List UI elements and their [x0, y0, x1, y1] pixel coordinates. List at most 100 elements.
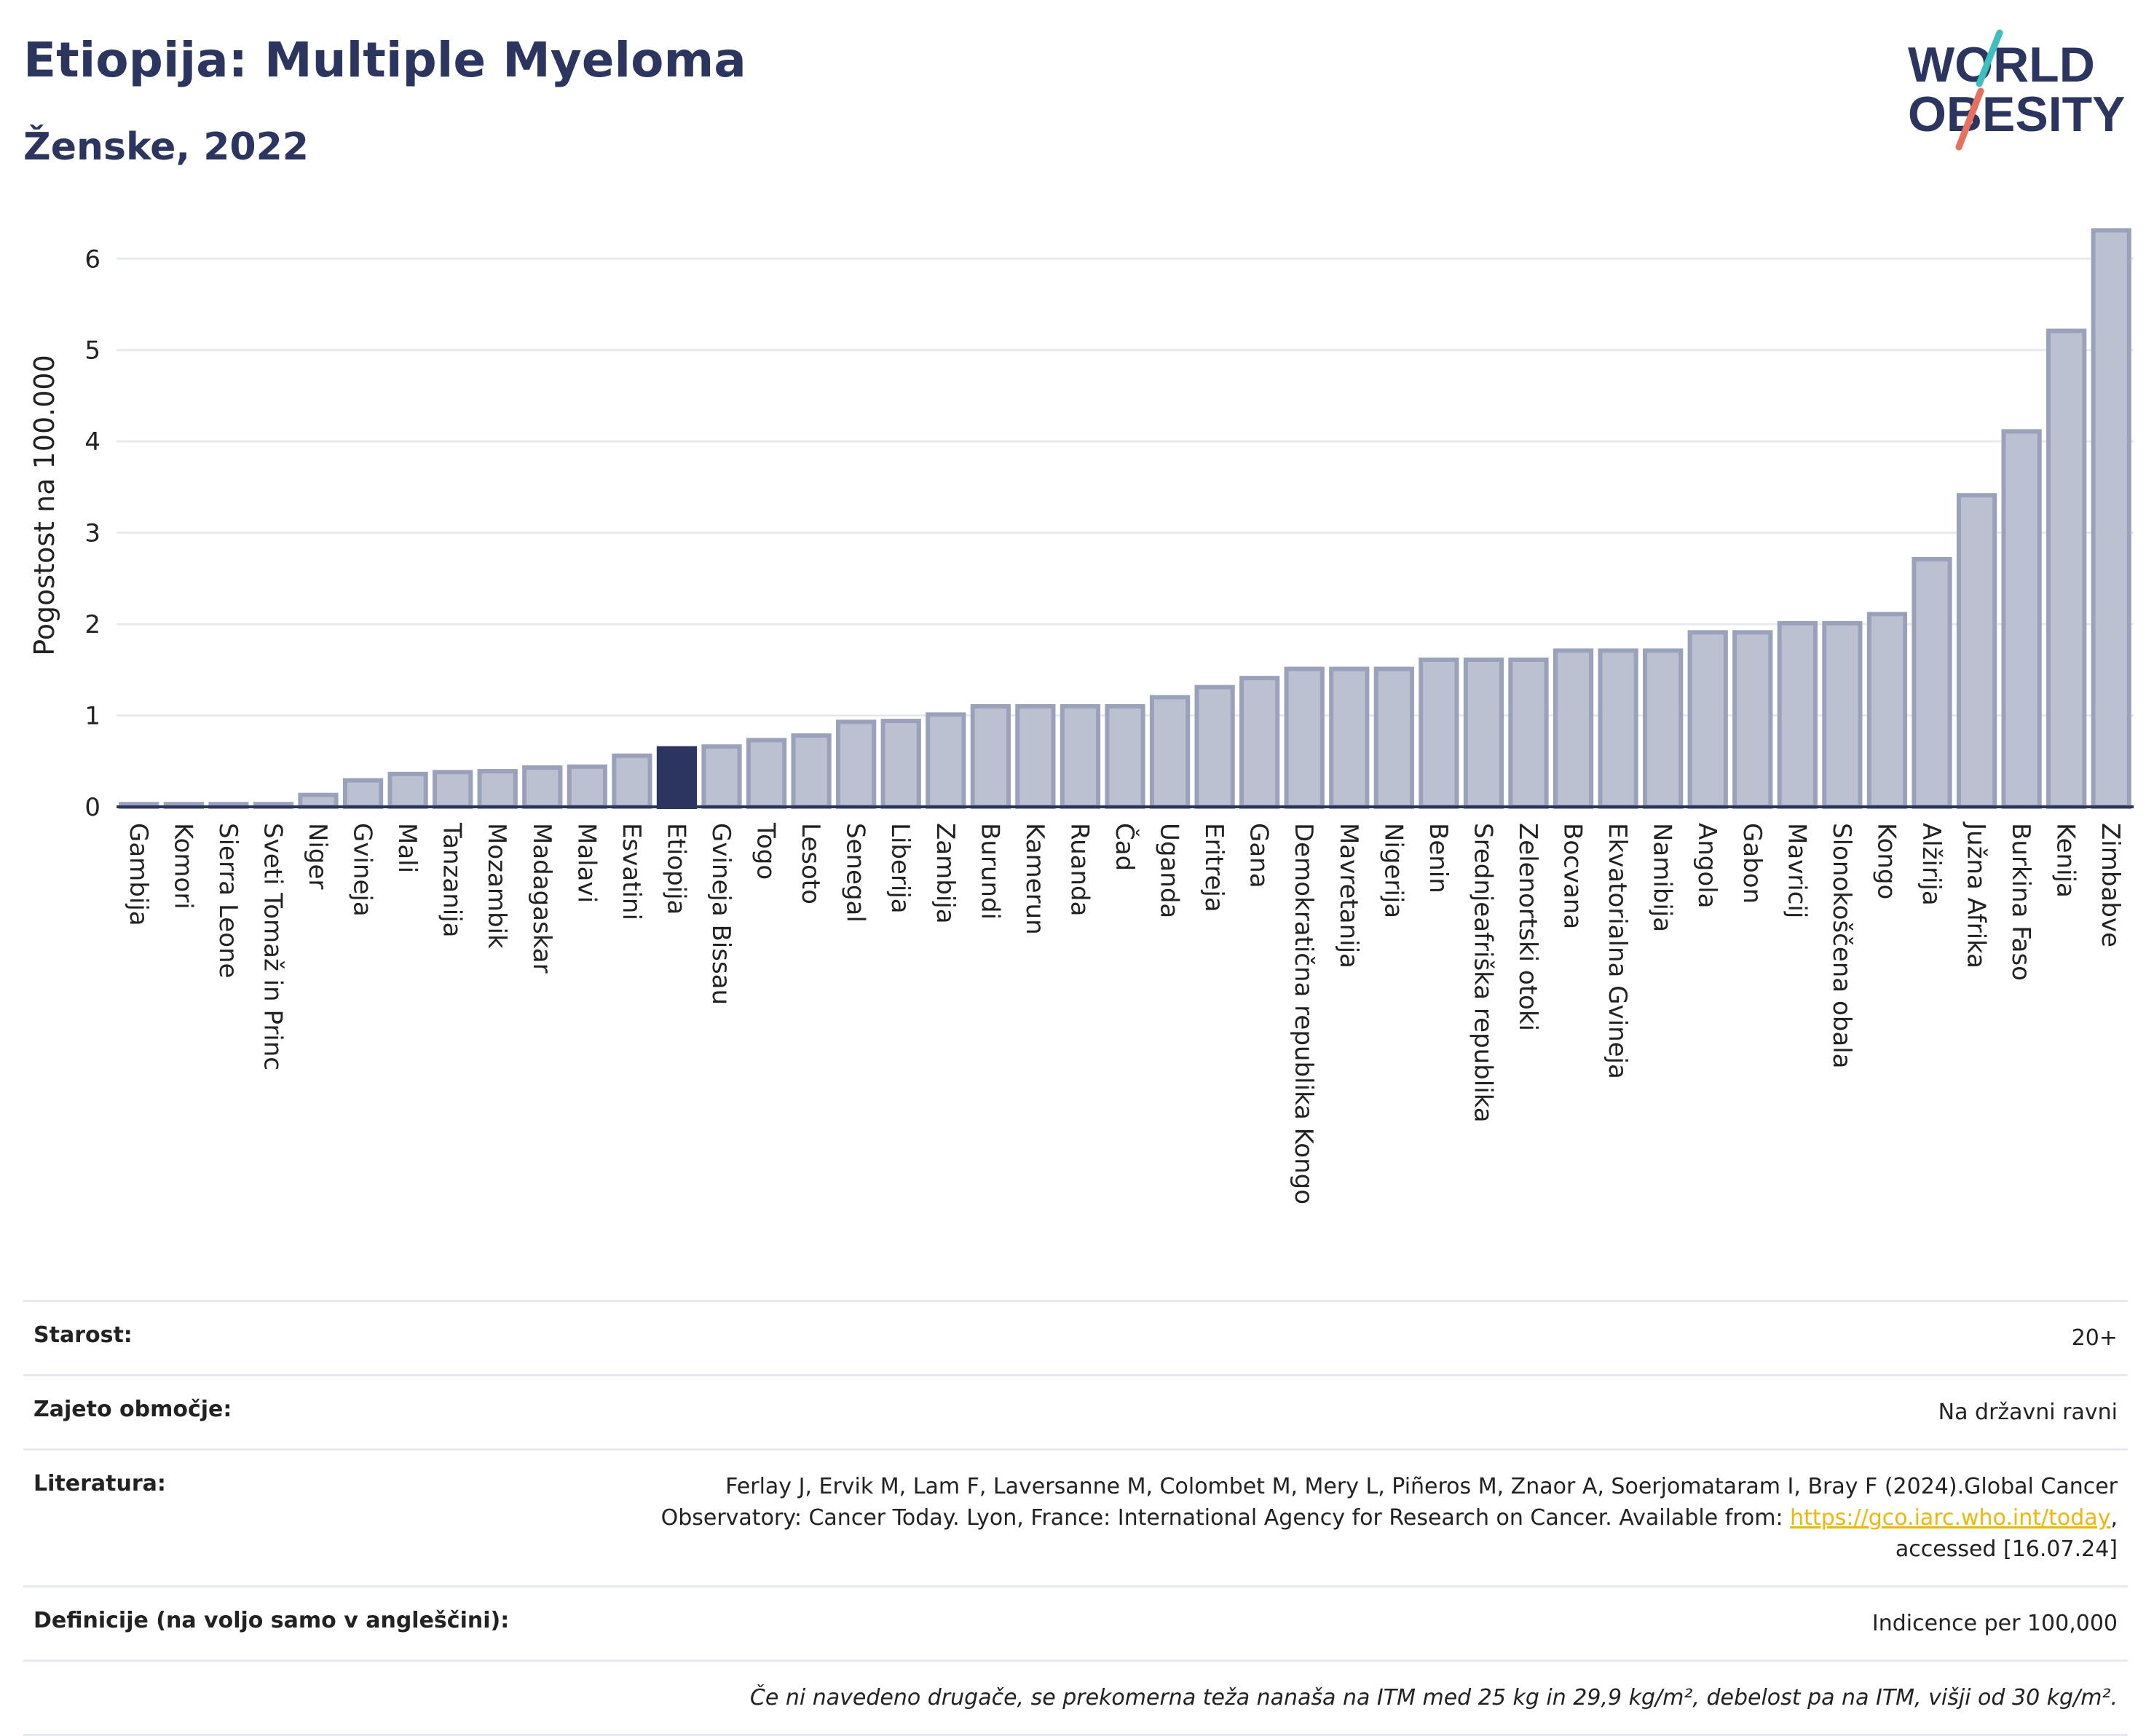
- bar[interactable]: [387, 771, 428, 809]
- bar[interactable]: [1015, 704, 1056, 809]
- bar[interactable]: [1329, 666, 1370, 810]
- bar[interactable]: [1866, 612, 1908, 809]
- bar[interactable]: [1687, 630, 1728, 810]
- x-tick-label: Bocvana: [1558, 823, 1587, 929]
- page-title: Etiopija: Multiple Myeloma: [23, 32, 746, 88]
- bar[interactable]: [1463, 658, 1504, 809]
- literature-link[interactable]: https://gco.iarc.who.int/today: [1790, 1505, 2111, 1531]
- y-tick-label: 3: [84, 519, 100, 548]
- bar[interactable]: [477, 769, 518, 810]
- bar[interactable]: [1956, 493, 1997, 809]
- bar[interactable]: [433, 770, 473, 809]
- bar[interactable]: [791, 733, 832, 809]
- logo-text-world: WORLD: [1908, 37, 2095, 92]
- x-tick-label: Južna Afrika: [1962, 821, 1991, 968]
- bar[interactable]: [1508, 658, 1549, 809]
- definitions-label: Definicije (na voljo samo v angleščini):: [33, 1608, 510, 1633]
- bar[interactable]: [567, 764, 607, 810]
- bar[interactable]: [1732, 630, 1773, 810]
- y-tick-label: 5: [84, 336, 100, 366]
- info-row-literature: Literatura: Ferlay J, Ervik M, Lam F, La…: [23, 1448, 2128, 1585]
- info-table: Starost: 20+ Zajeto območje: Na državni …: [23, 1300, 2128, 1736]
- x-tick-label: Demokratična republika Kongo: [1289, 823, 1318, 1204]
- x-tick-label: Esvatini: [617, 823, 646, 920]
- definitions-value: Indicence per 100,000: [1871, 1611, 2118, 1636]
- x-tick-label: Senegal: [841, 823, 870, 923]
- x-tick-label: Kamerun: [1020, 823, 1049, 935]
- x-tick-label: Sveti Tomaž in Princ: [258, 823, 287, 1070]
- bar[interactable]: [1643, 648, 1684, 809]
- x-tick-label: Nigerija: [1378, 823, 1408, 918]
- x-tick-label: Komori: [168, 823, 197, 910]
- bar[interactable]: [2001, 429, 2042, 809]
- literature-value: Ferlay J, Ervik M, Lam F, Laversanne M, …: [588, 1471, 2118, 1565]
- bar[interactable]: [1194, 684, 1235, 809]
- bar[interactable]: [2046, 328, 2087, 809]
- x-tick-label: Mavricij: [1782, 823, 1811, 918]
- literature-label: Literatura:: [33, 1471, 166, 1496]
- bar[interactable]: [342, 778, 384, 809]
- x-tick-label: Madagaskar: [527, 823, 556, 974]
- info-row-area: Zajeto območje: Na državni ravni: [23, 1374, 2128, 1448]
- bar[interactable]: [701, 744, 742, 809]
- bar-chart: 0 1 2 3 4 5 6 Pogostost na 100.000 Gambija Komori…: [28, 228, 2134, 1204]
- y-axis-label: Pogostost na 100.000: [28, 355, 60, 656]
- y-tick-label: 4: [84, 427, 100, 457]
- x-tick-label: Zimbabve: [2096, 823, 2125, 947]
- age-label: Starost:: [33, 1322, 133, 1348]
- bar[interactable]: [1822, 620, 1863, 809]
- x-tick-label: Liberija: [885, 823, 915, 914]
- bar[interactable]: [1105, 704, 1145, 809]
- y-tick-label: 6: [84, 245, 100, 274]
- x-tick-label: Čad: [1110, 823, 1140, 871]
- footnote: Če ni navedeno drugače, se prekomerna te…: [749, 1685, 2118, 1711]
- literature-text: Ferlay J, Ervik M, Lam F, Laversanne M, …: [660, 1474, 2118, 1531]
- world-obesity-logo: WORLD OBESITY: [1908, 29, 2126, 151]
- bar[interactable]: [1419, 658, 1459, 809]
- info-row-note: Če ni navedeno drugače, se prekomerna te…: [23, 1660, 2128, 1736]
- x-tick-label: Burundi: [975, 823, 1004, 920]
- bar[interactable]: [746, 738, 787, 809]
- x-tick-label: Alžirija: [1917, 823, 1946, 906]
- bar[interactable]: [298, 792, 339, 810]
- bar[interactable]: [926, 712, 966, 809]
- x-tick-label: Kenija: [2051, 823, 2080, 898]
- x-tick-label: Uganda: [1155, 823, 1184, 918]
- bar[interactable]: [612, 753, 652, 810]
- x-tick-label: Togo: [751, 822, 781, 880]
- bar[interactable]: [880, 719, 921, 810]
- bar[interactable]: [1284, 666, 1325, 810]
- logo-slash-teal: [1976, 29, 2003, 87]
- bar[interactable]: [1777, 620, 1818, 809]
- bar[interactable]: [1598, 648, 1638, 809]
- y-tick-label: 0: [84, 793, 100, 822]
- x-tick-label: Mozambik: [482, 823, 511, 949]
- x-tick-label: Eritreja: [1199, 823, 1228, 912]
- bar[interactable]: [970, 704, 1011, 809]
- x-tick-label: Etiopija: [661, 823, 690, 915]
- x-tick-label: Mavretanija: [1334, 823, 1363, 968]
- area-label: Zajeto območje:: [33, 1397, 232, 1422]
- x-tick-label: Mali: [392, 823, 422, 873]
- x-tick-label: Burkina Faso: [2006, 823, 2035, 981]
- literature-accessed: , accessed [16.07.24]: [1895, 1505, 2118, 1562]
- x-tick-label: Lesoto: [796, 823, 825, 904]
- y-tick-label: 2: [84, 610, 100, 639]
- x-tick-label: Sierra Leone: [213, 823, 242, 978]
- bar[interactable]: [2091, 228, 2131, 809]
- bar[interactable]: [656, 746, 698, 810]
- page-subtitle: Ženske, 2022: [23, 125, 309, 169]
- bar[interactable]: [1239, 676, 1280, 809]
- bar[interactable]: [836, 719, 877, 809]
- x-tick-label: Gvineja Bissau: [706, 823, 735, 1005]
- x-tick-label: Angola: [1692, 823, 1721, 908]
- bar[interactable]: [1912, 557, 1952, 809]
- x-tick-label: Gvineja: [348, 823, 377, 917]
- x-tick-label: Gabon: [1737, 823, 1767, 904]
- bar[interactable]: [1149, 695, 1191, 809]
- bar[interactable]: [1553, 648, 1594, 809]
- bar[interactable]: [522, 765, 563, 810]
- bar[interactable]: [1060, 704, 1101, 809]
- bar[interactable]: [1373, 666, 1414, 810]
- x-tick-label: Gana: [1244, 823, 1274, 888]
